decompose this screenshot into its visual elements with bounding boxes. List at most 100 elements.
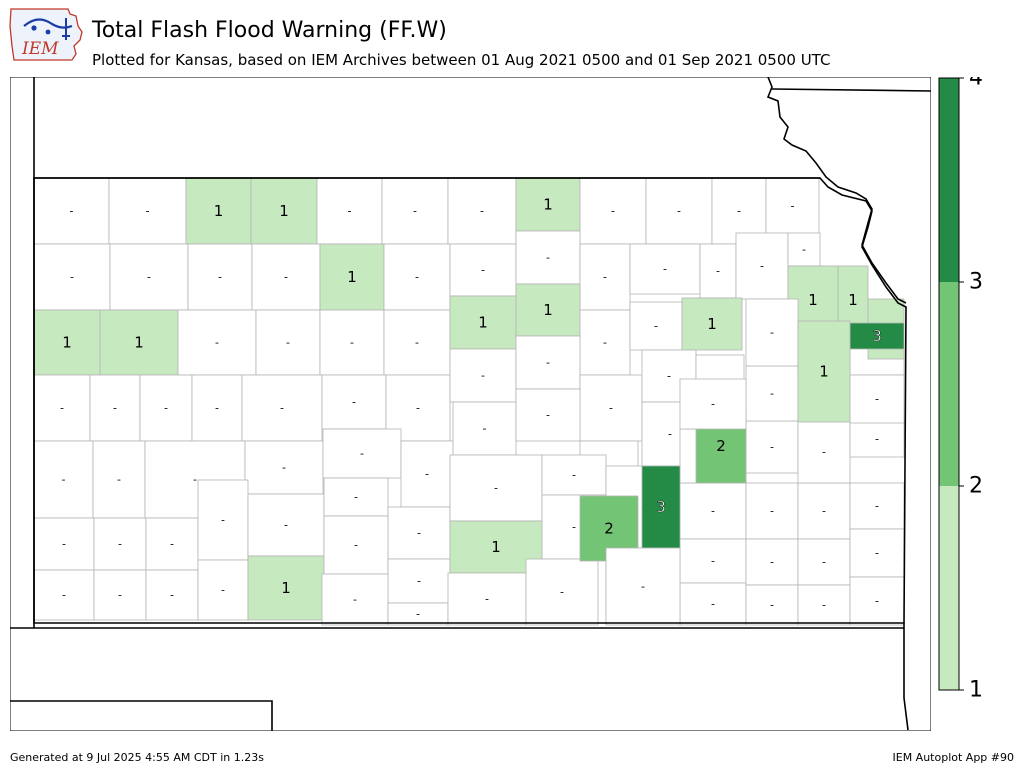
county-86: - xyxy=(447,572,527,626)
county-32: 1 xyxy=(449,295,517,350)
county-count-label: - xyxy=(770,505,774,518)
iem-logo: IEM xyxy=(9,8,83,61)
county-fill xyxy=(745,482,799,540)
county-42: - xyxy=(321,374,387,430)
county-15: - xyxy=(187,243,253,311)
county-count-label: 1 xyxy=(491,538,501,556)
county-fill xyxy=(849,374,905,424)
county-fill xyxy=(579,177,647,245)
county-count-label: 1 xyxy=(707,315,717,333)
county-56: - xyxy=(515,388,581,442)
county-102: - xyxy=(745,420,799,474)
county-22: - xyxy=(629,243,701,295)
county-69: - xyxy=(33,569,95,621)
county-count-label: - xyxy=(62,473,66,486)
county-count-label: 1 xyxy=(819,363,829,381)
county-count-label: - xyxy=(737,205,741,218)
county-count-label: - xyxy=(760,260,764,273)
county-count-label: - xyxy=(609,402,613,415)
county-count-label: - xyxy=(481,264,485,277)
county-45: - xyxy=(515,335,581,390)
county-count-label: 1 xyxy=(281,579,291,597)
county-fill xyxy=(145,569,199,621)
county-fill xyxy=(541,454,607,496)
colorbar-swatch xyxy=(939,486,959,690)
county-count-label: - xyxy=(546,251,550,264)
county-fill xyxy=(321,374,387,430)
county-120: - xyxy=(679,378,747,430)
county-count-label: - xyxy=(611,205,615,218)
county-count-label: - xyxy=(60,402,64,415)
county-30: - xyxy=(319,309,385,376)
county-fill xyxy=(92,440,146,519)
county-count-label: - xyxy=(711,555,715,568)
county-46: - xyxy=(579,374,643,442)
colorbar-swatch xyxy=(939,78,959,282)
county-count-label: - xyxy=(822,446,826,459)
county-fill xyxy=(244,440,324,495)
county-40: - xyxy=(191,374,243,442)
county-38: - xyxy=(89,374,141,442)
county-13: - xyxy=(33,243,111,311)
county-count-label: - xyxy=(654,320,658,333)
county-fill xyxy=(525,558,599,626)
county-count-label: - xyxy=(770,441,774,454)
county-6: - xyxy=(381,177,449,245)
county-count-label: 1 xyxy=(478,314,488,332)
county-50: - xyxy=(92,440,146,519)
county-98: - xyxy=(745,584,799,626)
county-count-label: - xyxy=(546,356,550,369)
county-count-label: - xyxy=(146,205,150,218)
map-title: Total Flash Flood Warning (FF.W) xyxy=(92,18,447,43)
county-72: - xyxy=(197,559,249,621)
county-fill xyxy=(515,335,581,390)
county-count-label: - xyxy=(415,336,419,349)
colorbar-legend: 1 2 3 4 xyxy=(938,77,983,697)
county-count-label: - xyxy=(117,473,121,486)
county-fill xyxy=(849,576,905,626)
county-fill xyxy=(33,177,110,245)
county-35: - xyxy=(629,301,683,351)
county-114: 3 xyxy=(849,322,905,350)
county-fill xyxy=(679,378,747,430)
missouri-iowa-border xyxy=(771,88,931,92)
county-fill xyxy=(735,232,789,300)
county-count-label: - xyxy=(416,402,420,415)
county-fill xyxy=(515,230,581,285)
county-count-label: - xyxy=(822,556,826,569)
county-count-label: - xyxy=(215,336,219,349)
county-count-label: - xyxy=(416,608,420,621)
county-count-label: - xyxy=(572,521,576,534)
county-fill xyxy=(400,440,454,508)
colorbar-tick-label: 3 xyxy=(969,270,983,295)
county-61: - xyxy=(145,517,199,571)
county-count-label: - xyxy=(546,409,550,422)
county-fill xyxy=(145,517,199,571)
county-fill xyxy=(109,243,189,311)
county-2: - xyxy=(108,177,187,245)
county-count-label: - xyxy=(480,205,484,218)
county-fill xyxy=(197,559,249,621)
county-1: - xyxy=(33,177,110,245)
county-62: - xyxy=(197,479,249,561)
county-34: - xyxy=(579,309,631,376)
county-fill xyxy=(383,243,451,311)
county-count-label: - xyxy=(483,422,487,435)
county-84: - xyxy=(321,573,389,626)
county-111: - xyxy=(745,298,799,367)
county-count-label: - xyxy=(354,539,358,552)
county-count-label: - xyxy=(770,387,774,400)
county-fill xyxy=(33,374,91,442)
county-fill xyxy=(849,482,905,530)
county-19: - xyxy=(449,243,517,297)
county-119: - xyxy=(605,547,681,626)
county-fill xyxy=(745,298,799,367)
county-count-label: - xyxy=(221,584,225,597)
county-count-label: - xyxy=(485,593,489,606)
county-count-label: - xyxy=(791,200,795,213)
county-74: - xyxy=(323,515,389,575)
county-count-label: - xyxy=(413,205,417,218)
county-count-label: 1 xyxy=(543,196,553,214)
county-fill xyxy=(745,538,799,586)
county-fill xyxy=(449,243,517,297)
